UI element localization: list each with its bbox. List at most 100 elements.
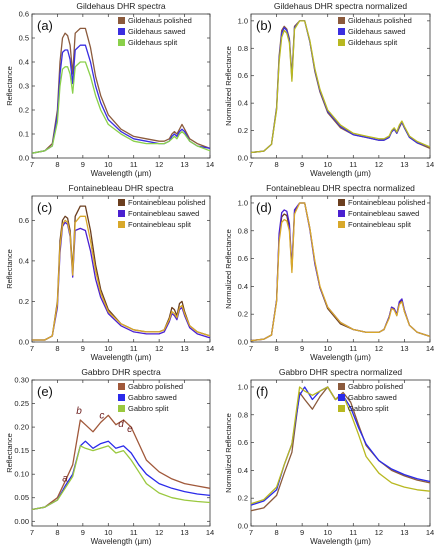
y-tick-label: 0.15 bbox=[14, 446, 29, 455]
chart-panel-2: Gildehaus DHR spectra normalized 7 8 9 10 11 1… bbox=[224, 1, 434, 178]
panel-label: (d) bbox=[256, 200, 272, 215]
legend-label: Fontainebleau polished bbox=[348, 198, 426, 207]
legend-label: Gabbro polished bbox=[128, 382, 183, 391]
y-tick-label: 0.0 bbox=[238, 338, 248, 347]
y-axis-label: Normalized Reflectance bbox=[224, 229, 233, 309]
legend-swatch bbox=[118, 39, 125, 46]
series-line-1 bbox=[31, 27, 211, 154]
legend-swatch bbox=[338, 39, 345, 46]
annotation-a: a bbox=[62, 473, 68, 484]
x-tick-label: 12 bbox=[375, 528, 383, 537]
legend-label: Gabbro polished bbox=[348, 382, 403, 391]
y-tick-label: 0.4 bbox=[238, 466, 248, 475]
x-tick-label: 12 bbox=[155, 344, 163, 353]
legend-swatch bbox=[338, 405, 345, 412]
y-tick-label: 0.5 bbox=[19, 34, 29, 43]
series-line-1 bbox=[31, 414, 211, 511]
x-tick-label: 7 bbox=[249, 528, 253, 537]
plot-frame bbox=[250, 379, 431, 527]
x-tick-label: 8 bbox=[55, 528, 59, 537]
y-axis-label: Normalized Reflectance bbox=[224, 413, 233, 493]
x-tick-label: 8 bbox=[274, 528, 278, 537]
y-tick-label: 0.4 bbox=[19, 256, 29, 265]
chart-panel-1: Gildehaus DHR spectra 7 8 9 10 11 12 13 14 0.0 0.1… bbox=[5, 1, 214, 178]
x-tick-label: 10 bbox=[104, 160, 112, 169]
chart-panel-3: Fontainebleau DHR spectra 7 8 9 10 11 12 13 14 0.… bbox=[5, 183, 214, 362]
series-line-2 bbox=[250, 386, 431, 506]
y-axis-label: Normalized Reflectance bbox=[224, 46, 233, 126]
x-tick-label: 7 bbox=[30, 160, 34, 169]
x-tick-label: 13 bbox=[400, 528, 408, 537]
x-tick-label: 10 bbox=[324, 344, 332, 353]
legend-label: Fontainebleau split bbox=[128, 220, 192, 229]
y-tick-label: 1.0 bbox=[238, 382, 248, 391]
legend-swatch bbox=[338, 210, 345, 217]
legend-label: Gabbro sawed bbox=[348, 393, 397, 402]
x-tick-label: 14 bbox=[426, 528, 434, 537]
y-tick-label: 0.30 bbox=[14, 376, 29, 385]
legend-label: Gabbro split bbox=[128, 404, 169, 413]
panel-label: (a) bbox=[37, 18, 53, 33]
y-tick-label: 0.2 bbox=[238, 494, 248, 503]
legend-swatch bbox=[338, 394, 345, 401]
chart-panel-4: Fontainebleau DHR spectra normalized 7 8 9 1… bbox=[224, 183, 434, 362]
legend-label: Gabbro sawed bbox=[128, 393, 177, 402]
series-line-3 bbox=[32, 215, 211, 341]
legend-swatch bbox=[338, 199, 345, 206]
panel-label: (c) bbox=[37, 200, 52, 215]
y-tick-label: 1.0 bbox=[238, 198, 248, 207]
legend-swatch bbox=[118, 17, 125, 24]
chart-title: Fontainebleau DHR spectra bbox=[69, 183, 174, 193]
x-tick-label: 13 bbox=[180, 528, 188, 537]
legend-swatch bbox=[118, 221, 125, 228]
x-axis-label: Wavelength (μm) bbox=[310, 537, 371, 546]
y-tick-label: 0.6 bbox=[238, 254, 248, 263]
x-tick-label: 9 bbox=[81, 528, 85, 537]
legend-label: Fontainebleau split bbox=[348, 220, 412, 229]
x-tick-label: 8 bbox=[274, 160, 278, 169]
x-tick-label: 8 bbox=[55, 160, 59, 169]
chart-title: Gildehaus DHR spectra normalized bbox=[274, 1, 407, 11]
y-tick-label: 0.2 bbox=[19, 106, 29, 115]
y-tick-label: 0.2 bbox=[238, 310, 248, 319]
panel-label: (e) bbox=[37, 384, 53, 399]
legend-label: Gildehaus polished bbox=[128, 16, 192, 25]
plot-frame bbox=[250, 13, 431, 159]
y-tick-label: 0.2 bbox=[19, 297, 29, 306]
y-tick-label: 0.8 bbox=[238, 410, 248, 419]
x-tick-label: 13 bbox=[180, 160, 188, 169]
y-tick-label: 0.0 bbox=[19, 154, 29, 163]
x-tick-label: 10 bbox=[324, 528, 332, 537]
x-axis-label: Wavelength (μm) bbox=[91, 169, 152, 178]
y-tick-label: 0.8 bbox=[238, 226, 248, 235]
chart-title: Gildehaus DHR spectra bbox=[76, 1, 166, 11]
series-line-2 bbox=[31, 44, 211, 154]
x-tick-label: 13 bbox=[400, 344, 408, 353]
legend-label: Fontainebleau sawed bbox=[128, 209, 199, 218]
y-tick-label: 0.4 bbox=[19, 58, 29, 67]
y-tick-label: 0.6 bbox=[238, 71, 248, 80]
legend-swatch bbox=[338, 383, 345, 390]
legend-label: Fontainebleau sawed bbox=[348, 209, 419, 218]
x-tick-label: 12 bbox=[375, 160, 383, 169]
x-tick-label: 11 bbox=[349, 160, 357, 169]
x-tick-label: 14 bbox=[206, 528, 214, 537]
x-tick-label: 9 bbox=[81, 344, 85, 353]
chart-title: Gabbro DHR spectra bbox=[81, 367, 161, 377]
series-line-2 bbox=[31, 440, 211, 511]
chart-panel-5: Gabbro DHR spectra 7 8 9 10 11 12 13 14 0.00 0.05 0… bbox=[5, 367, 214, 546]
series-line-3 bbox=[250, 386, 431, 505]
plot-frame bbox=[31, 195, 211, 343]
y-tick-label: 0.4 bbox=[238, 99, 248, 108]
x-tick-label: 13 bbox=[180, 344, 188, 353]
series-line-3 bbox=[250, 20, 431, 154]
legend-swatch bbox=[118, 394, 125, 401]
legend-label: Fontainebleau polished bbox=[128, 198, 206, 207]
y-tick-label: 0.3 bbox=[19, 82, 29, 91]
series-line-3 bbox=[31, 445, 211, 511]
y-tick-label: 0.8 bbox=[238, 44, 248, 53]
x-tick-label: 12 bbox=[155, 528, 163, 537]
x-tick-label: 10 bbox=[104, 528, 112, 537]
x-axis-label: Wavelength (μm) bbox=[310, 353, 371, 362]
